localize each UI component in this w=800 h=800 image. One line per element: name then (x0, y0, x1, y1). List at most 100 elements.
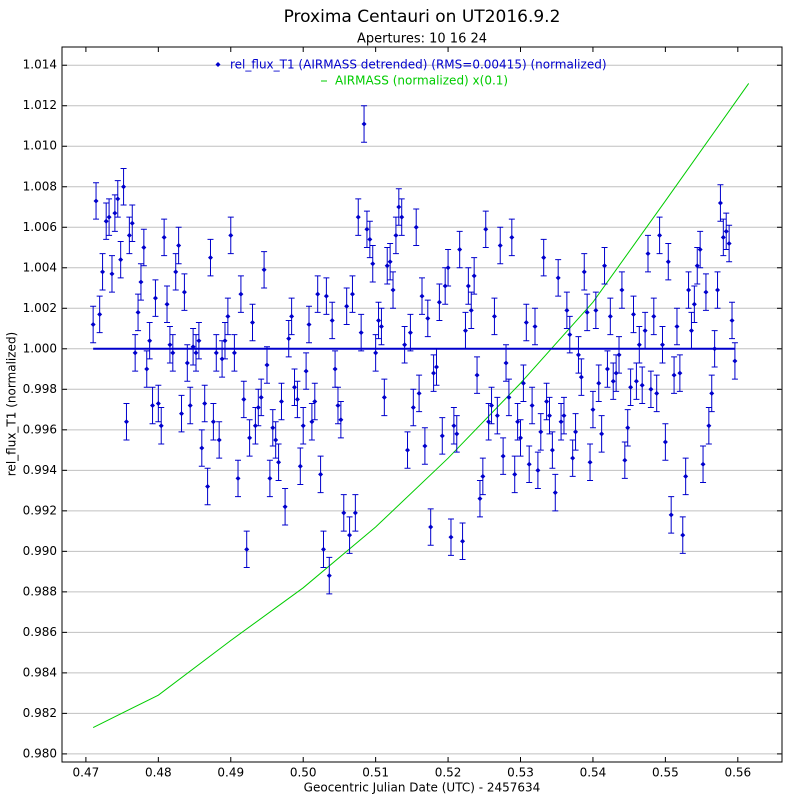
data-point (167, 342, 173, 348)
y-tick-label: 0.982 (23, 706, 57, 720)
data-point (106, 214, 112, 220)
data-point (445, 265, 451, 271)
data-point (688, 328, 694, 334)
x-tick-label: 0.50 (290, 766, 317, 780)
y-tick-label: 1.012 (23, 98, 57, 112)
data-point (729, 317, 735, 323)
y-tick-label: 1.000 (23, 341, 57, 355)
y-tick-label: 0.996 (23, 422, 57, 436)
data-point (604, 366, 610, 372)
data-point (480, 473, 486, 479)
data-point (532, 324, 538, 330)
data-point (358, 330, 364, 336)
data-point (129, 220, 135, 226)
data-point (90, 321, 96, 327)
data-point (599, 431, 605, 437)
data-point (706, 423, 712, 429)
data-point (315, 291, 321, 297)
data-point (425, 315, 431, 321)
data-point (112, 210, 118, 216)
data-point (596, 380, 602, 386)
data-point (561, 413, 567, 419)
data-point (573, 429, 579, 435)
plot-frame (61, 46, 783, 763)
data-point (665, 259, 671, 265)
data-point (373, 350, 379, 356)
data-point (497, 242, 503, 248)
data-point (633, 378, 639, 384)
data-point (384, 263, 390, 269)
data-point (121, 184, 127, 190)
data-point (587, 459, 593, 465)
data-point (622, 457, 628, 463)
data-point (431, 370, 437, 376)
data-point (255, 405, 261, 411)
data-point (399, 214, 405, 220)
data-point (103, 218, 109, 224)
data-point (686, 287, 692, 293)
data-point (405, 447, 411, 453)
data-point (228, 232, 234, 238)
data-point (135, 309, 141, 315)
data-point (538, 429, 544, 435)
data-point (267, 475, 273, 481)
data-point (642, 328, 648, 334)
data-point (179, 411, 185, 417)
data-point (184, 360, 190, 366)
data-point (213, 350, 219, 356)
data-point (100, 269, 106, 275)
data-point (276, 459, 282, 465)
data-point (518, 435, 524, 441)
data-point (278, 398, 284, 404)
data-point (526, 461, 532, 467)
data-point (674, 324, 680, 330)
data-point (578, 374, 584, 380)
y-axis-label: rel_flux_T1 (normalized) (5, 332, 19, 476)
data-point (170, 350, 176, 356)
data-point (680, 532, 686, 538)
data-point (367, 236, 373, 242)
data-point (607, 313, 613, 319)
data-point (282, 504, 288, 510)
data-point (489, 403, 495, 409)
data-point (150, 403, 156, 409)
data-point (270, 425, 276, 431)
data-point (541, 255, 547, 261)
data-point (190, 344, 196, 350)
data-point (126, 232, 132, 238)
data-point (187, 403, 193, 409)
data-point (196, 338, 202, 344)
data-point (683, 473, 689, 479)
y-tick-label: 1.002 (23, 301, 57, 315)
data-point (326, 573, 332, 579)
data-point (662, 439, 668, 445)
data-point (720, 234, 726, 240)
data-point (306, 321, 312, 327)
data-point (264, 362, 270, 368)
data-point (715, 287, 721, 293)
y-tick-label: 0.986 (23, 625, 57, 639)
data-point (161, 234, 167, 240)
legend-label: rel_flux_T1 (AIRMASS detrended) (RMS=0.0… (230, 58, 607, 72)
y-tick-label: 0.998 (23, 382, 57, 396)
data-point (258, 394, 264, 400)
x-tick-label: 0.54 (580, 766, 607, 780)
x-tick-label: 0.55 (652, 766, 679, 780)
y-tick-label: 1.010 (23, 139, 57, 153)
data-point (529, 403, 535, 409)
y-tick-label: 0.994 (23, 463, 57, 477)
data-point (410, 405, 416, 411)
data-point (619, 287, 625, 293)
data-point (349, 291, 355, 297)
data-point (155, 400, 161, 406)
data-point (546, 413, 552, 419)
data-point (235, 475, 241, 481)
data-point (436, 299, 442, 305)
x-tick-label: 0.53 (507, 766, 534, 780)
data-point (468, 307, 474, 313)
data-point (717, 200, 723, 206)
data-point (93, 198, 99, 204)
data-point (474, 372, 480, 378)
data-point (173, 269, 179, 275)
